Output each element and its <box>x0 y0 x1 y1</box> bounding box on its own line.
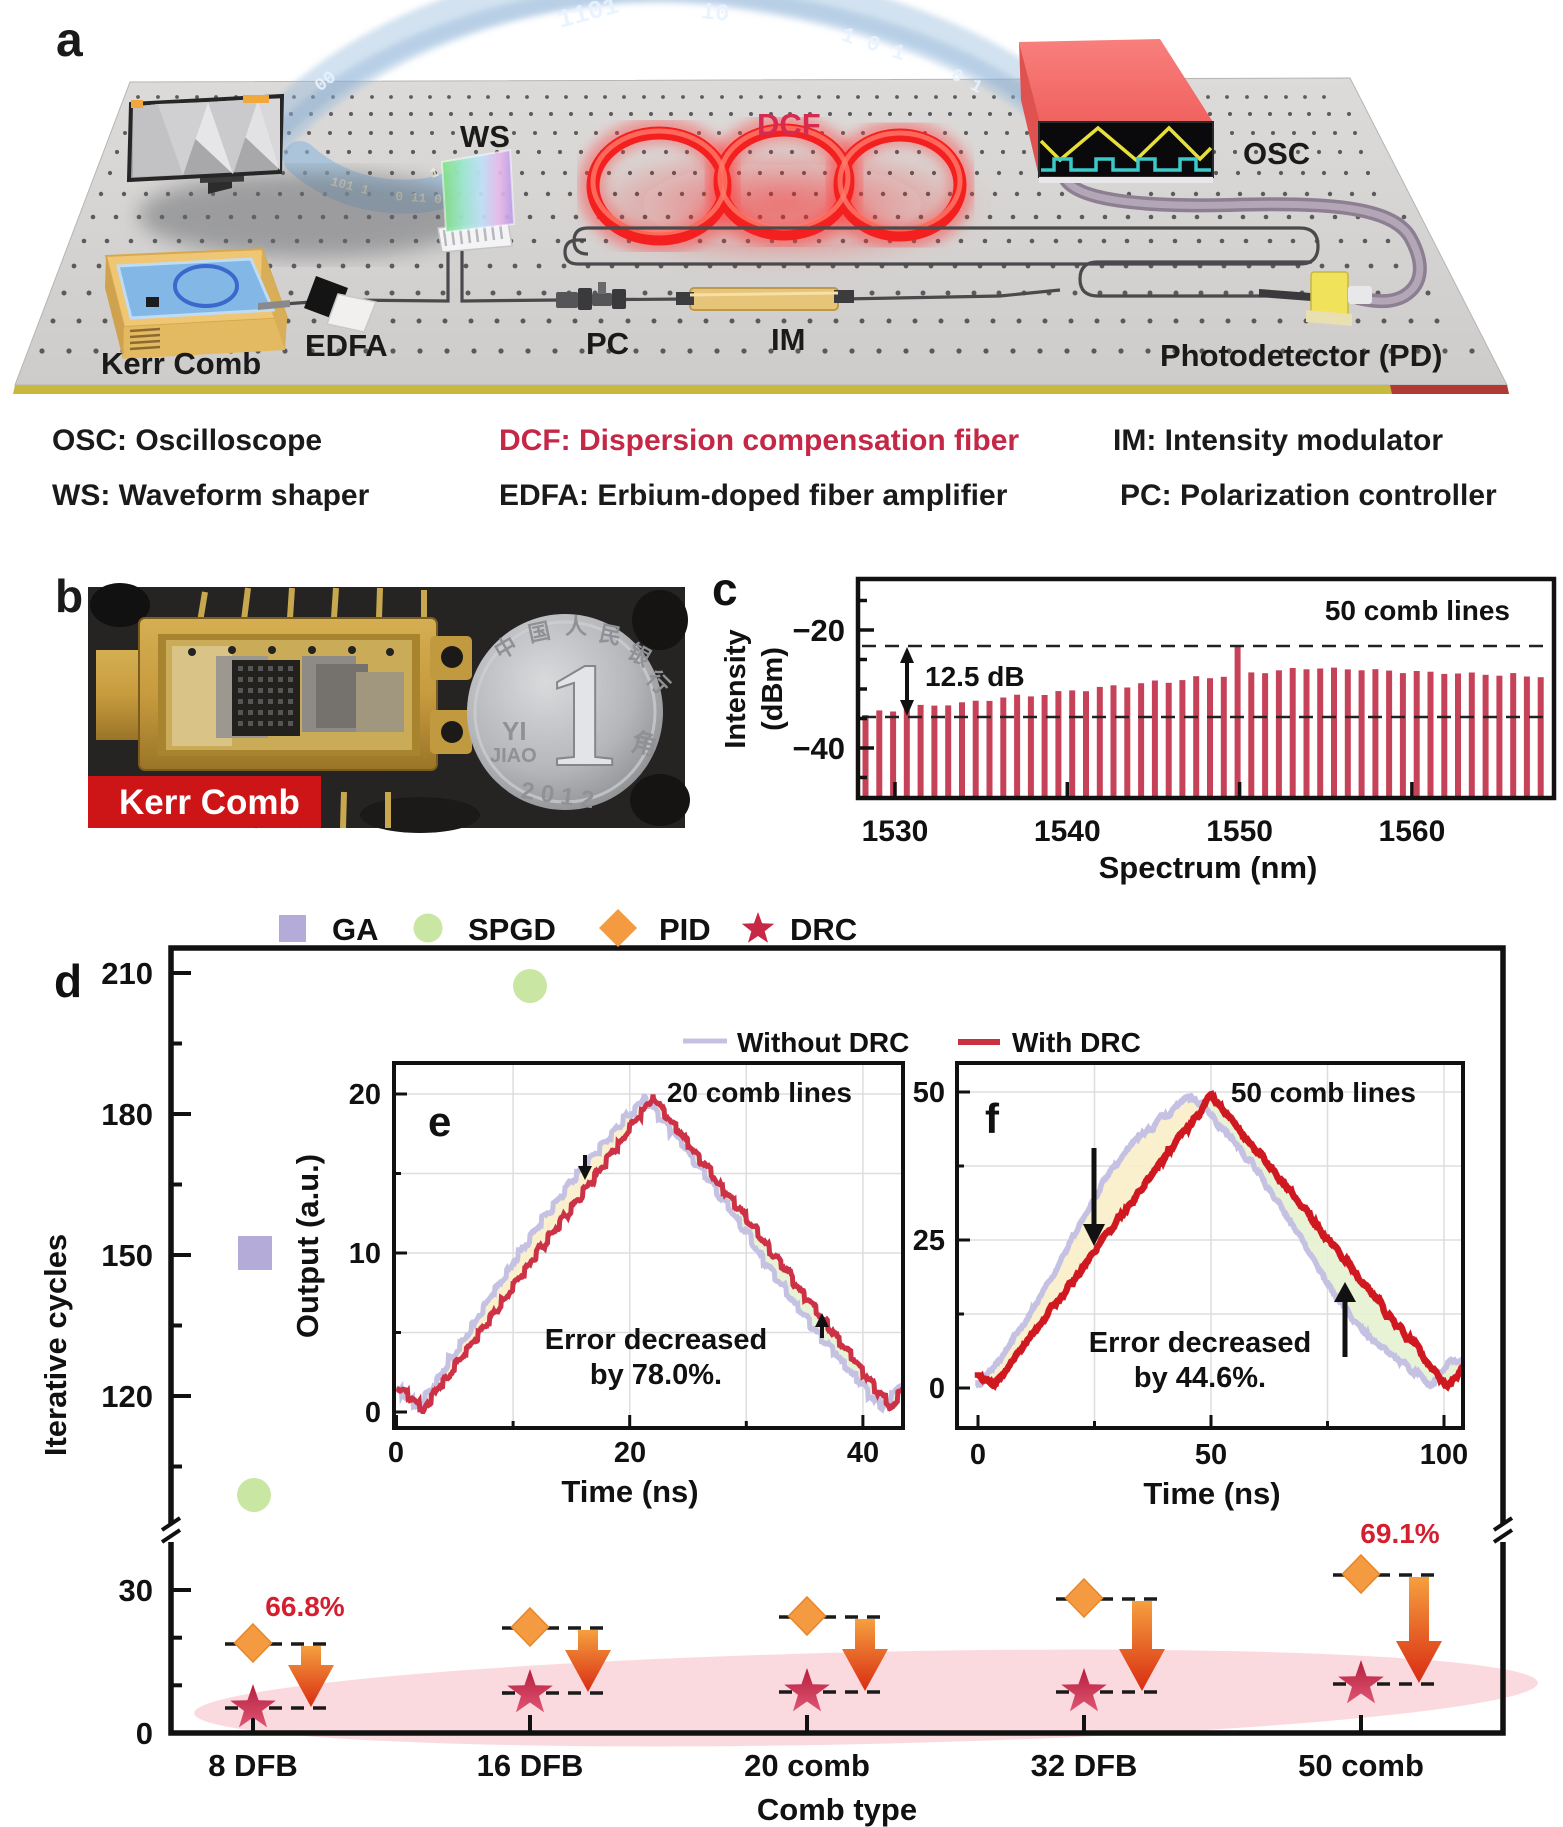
svg-text:Without DRC: Without DRC <box>737 1027 909 1058</box>
svg-text:1: 1 <box>545 632 620 798</box>
svg-text:10: 10 <box>699 0 730 29</box>
svg-text:角: 角 <box>629 727 661 762</box>
svg-text:0: 0 <box>136 1716 153 1751</box>
svg-text:1550: 1550 <box>1206 815 1273 848</box>
svg-text:32 DFB: 32 DFB <box>1031 1748 1138 1783</box>
svg-text:c: c <box>712 563 738 615</box>
svg-text:Output (a.u.): Output (a.u.) <box>290 1154 325 1338</box>
svg-text:YI: YI <box>502 716 527 746</box>
svg-text:Error decreased: Error decreased <box>545 1324 767 1356</box>
svg-text:by 78.0%.: by 78.0%. <box>590 1359 722 1391</box>
svg-text:DCF: DCF <box>757 107 821 142</box>
svg-text:10: 10 <box>349 1238 381 1270</box>
svg-text:Error decreased: Error decreased <box>1089 1327 1311 1359</box>
svg-text:WS: WS <box>460 119 510 154</box>
svg-text:GA: GA <box>332 912 379 947</box>
svg-text:a: a <box>56 14 83 67</box>
svg-text:50 comb lines: 50 comb lines <box>1231 1077 1416 1108</box>
svg-text:100: 100 <box>1420 1439 1468 1471</box>
svg-text:20 comb lines: 20 comb lines <box>667 1077 852 1108</box>
svg-text:0: 0 <box>365 1397 381 1429</box>
svg-text:(dBm): (dBm) <box>757 647 789 731</box>
svg-text:Kerr Comb: Kerr Comb <box>119 783 300 822</box>
svg-text:−40: −40 <box>792 731 845 766</box>
svg-text:With DRC: With DRC <box>1012 1027 1141 1058</box>
svg-text:e: e <box>428 1098 451 1145</box>
svg-text:EDFA: EDFA <box>305 328 388 363</box>
svg-text:50: 50 <box>913 1077 945 1109</box>
svg-text:IM: IM <box>771 322 805 357</box>
svg-text:Spectrum (nm): Spectrum (nm) <box>1099 850 1318 885</box>
svg-text:25: 25 <box>913 1225 945 1257</box>
svg-text:150: 150 <box>101 1238 153 1273</box>
svg-text:JIAO: JIAO <box>490 745 537 767</box>
svg-text:f: f <box>985 1095 1000 1142</box>
svg-text:1530: 1530 <box>862 815 929 848</box>
svg-text:20 comb: 20 comb <box>744 1748 870 1783</box>
svg-text:0: 0 <box>970 1439 986 1471</box>
svg-text:40: 40 <box>847 1437 879 1469</box>
svg-text:8 DFB: 8 DFB <box>208 1748 298 1783</box>
svg-text:DRC: DRC <box>790 912 857 947</box>
svg-text:Iterative cycles: Iterative cycles <box>38 1234 73 1456</box>
svg-text:PC: PC <box>586 326 629 361</box>
svg-text:50 comb: 50 comb <box>1298 1748 1424 1783</box>
svg-text:OSC: OSC <box>1243 136 1310 171</box>
svg-text:PID: PID <box>659 912 711 947</box>
svg-text:Time (ns): Time (ns) <box>561 1474 698 1509</box>
svg-text:50 comb lines: 50 comb lines <box>1325 595 1510 626</box>
svg-text:b: b <box>55 570 83 622</box>
svg-text:16 DFB: 16 DFB <box>477 1748 584 1783</box>
svg-text:1560: 1560 <box>1379 815 1446 848</box>
svg-text:66.8%: 66.8% <box>265 1591 344 1622</box>
svg-text:Kerr Comb: Kerr Comb <box>101 346 261 381</box>
svg-text:20: 20 <box>349 1079 381 1111</box>
svg-text:69.1%: 69.1% <box>1360 1518 1439 1549</box>
svg-text:120: 120 <box>101 1379 153 1414</box>
svg-text:1101: 1101 <box>554 0 622 36</box>
svg-text:210: 210 <box>101 956 153 991</box>
svg-text:20: 20 <box>614 1437 646 1469</box>
svg-text:0: 0 <box>388 1437 404 1469</box>
svg-text:Photodetector (PD): Photodetector (PD) <box>1160 338 1442 373</box>
svg-text:−20: −20 <box>792 613 845 648</box>
svg-text:SPGD: SPGD <box>468 912 556 947</box>
svg-text:d: d <box>54 955 82 1007</box>
svg-text:Comb type: Comb type <box>757 1792 917 1827</box>
svg-text:Intensity: Intensity <box>720 629 752 748</box>
svg-text:0: 0 <box>929 1373 945 1405</box>
svg-text:by 44.6%.: by 44.6%. <box>1134 1362 1266 1394</box>
svg-text:1540: 1540 <box>1034 815 1101 848</box>
svg-text:人: 人 <box>565 614 587 639</box>
svg-text:30: 30 <box>119 1573 153 1608</box>
svg-text:Time (ns): Time (ns) <box>1143 1476 1280 1511</box>
svg-text:12.5 dB: 12.5 dB <box>925 661 1025 692</box>
svg-text:50: 50 <box>1195 1439 1227 1471</box>
svg-text:180: 180 <box>101 1097 153 1132</box>
svg-text:国: 国 <box>526 618 553 647</box>
svg-text:民: 民 <box>597 620 624 649</box>
